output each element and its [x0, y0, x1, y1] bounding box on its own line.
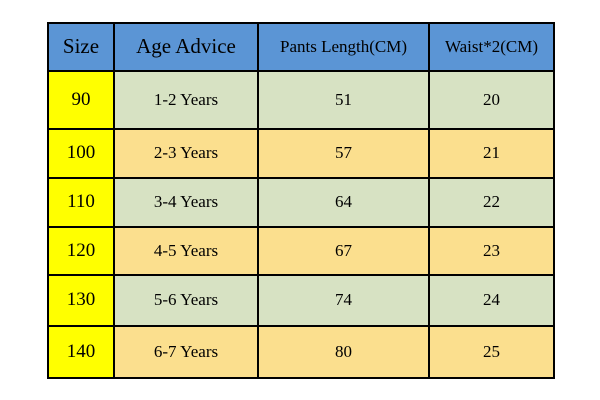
table-row: 140 6-7 Years 80 25 [47, 325, 555, 379]
size-cell: 140 [47, 325, 115, 379]
header-row: Size Age Advice Pants Length(CM) Waist*2… [47, 22, 555, 72]
waist-cell: 23 [428, 226, 555, 276]
table-row: 130 5-6 Years 74 24 [47, 274, 555, 327]
size-cell: 130 [47, 274, 115, 327]
pants-length-cell: 64 [257, 177, 430, 228]
pants-length-cell: 80 [257, 325, 430, 379]
waist-cell: 22 [428, 177, 555, 228]
size-chart-table: Size Age Advice Pants Length(CM) Waist*2… [47, 22, 555, 379]
header-age-advice: Age Advice [113, 22, 259, 72]
waist-cell: 20 [428, 70, 555, 130]
table-row: 90 1-2 Years 51 20 [47, 70, 555, 130]
waist-cell: 21 [428, 128, 555, 179]
age-advice-cell: 4-5 Years [113, 226, 259, 276]
header-size: Size [47, 22, 115, 72]
age-advice-cell: 5-6 Years [113, 274, 259, 327]
size-cell: 90 [47, 70, 115, 130]
age-advice-cell: 1-2 Years [113, 70, 259, 130]
table-row: 110 3-4 Years 64 22 [47, 177, 555, 228]
pants-length-cell: 74 [257, 274, 430, 327]
header-waist: Waist*2(CM) [428, 22, 555, 72]
size-cell: 110 [47, 177, 115, 228]
size-cell: 100 [47, 128, 115, 179]
pants-length-cell: 57 [257, 128, 430, 179]
age-advice-cell: 3-4 Years [113, 177, 259, 228]
pants-length-cell: 67 [257, 226, 430, 276]
size-cell: 120 [47, 226, 115, 276]
age-advice-cell: 2-3 Years [113, 128, 259, 179]
header-pants-length: Pants Length(CM) [257, 22, 430, 72]
table-row: 100 2-3 Years 57 21 [47, 128, 555, 179]
pants-length-cell: 51 [257, 70, 430, 130]
waist-cell: 24 [428, 274, 555, 327]
table-row: 120 4-5 Years 67 23 [47, 226, 555, 276]
age-advice-cell: 6-7 Years [113, 325, 259, 379]
waist-cell: 25 [428, 325, 555, 379]
